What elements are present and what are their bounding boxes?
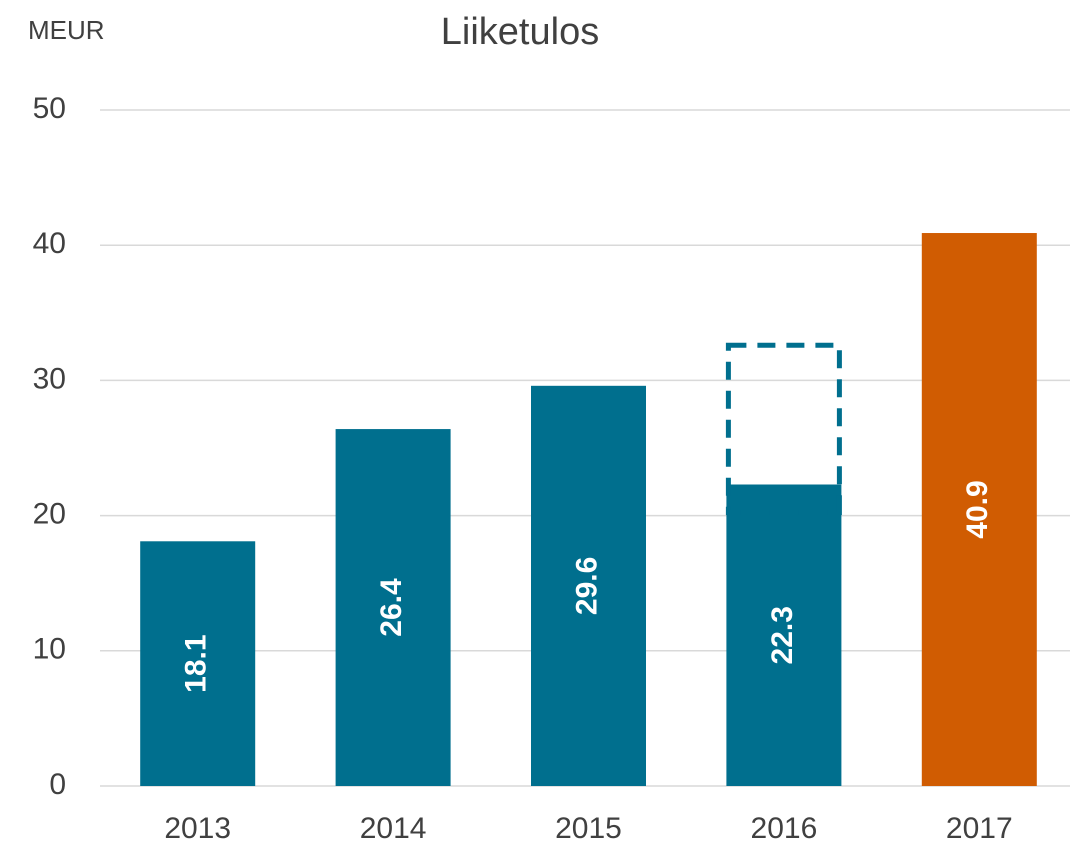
data-label: 29.6 (570, 557, 603, 615)
y-tick-label: 30 (33, 362, 66, 395)
target-outline (725, 342, 842, 516)
bar (531, 385, 646, 786)
bar (335, 429, 451, 786)
y-tick-label: 40 (33, 227, 66, 260)
x-tick-label: 2014 (360, 812, 427, 845)
bar (726, 484, 842, 786)
x-tick-label: 2017 (946, 812, 1013, 845)
y-tick-label: 50 (33, 92, 66, 125)
bar (140, 541, 256, 786)
data-label: 40.9 (961, 480, 994, 538)
data-label: 22.3 (766, 606, 799, 664)
data-label: 26.4 (375, 578, 408, 637)
y-tick-label: 0 (49, 768, 66, 801)
x-tick-label: 2015 (555, 812, 622, 845)
y-axis-label: MEUR (28, 15, 105, 45)
y-tick-label: 10 (33, 633, 66, 666)
y-tick-label: 20 (33, 498, 66, 531)
chart-title: Liiketulos (441, 11, 599, 53)
data-label: 18.1 (180, 634, 213, 692)
x-tick-label: 2013 (164, 812, 231, 845)
bar (921, 233, 1037, 787)
x-tick-label: 2016 (751, 812, 818, 845)
